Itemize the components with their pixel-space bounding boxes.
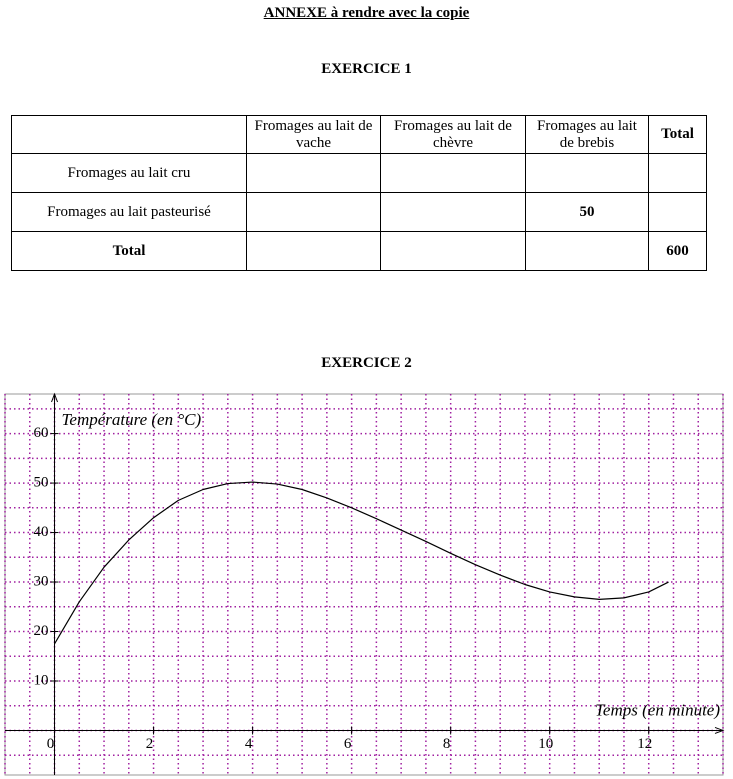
table-cell: Total xyxy=(648,115,707,154)
table-row: Fromages au lait cru xyxy=(11,153,707,193)
x-tick-label: 6 xyxy=(344,736,352,752)
y-tick-label: 60 xyxy=(34,425,49,441)
exercise-title: EXERCICE 1 xyxy=(321,61,412,77)
table-cell: Fromages au lait de vache xyxy=(246,115,381,154)
table-cell xyxy=(648,153,707,193)
table-cell xyxy=(246,153,381,193)
x-tick-label: 12 xyxy=(637,736,652,752)
table-cell: Fromages au lait de chèvre xyxy=(380,115,526,154)
y-axis-title: Température (en °C) xyxy=(62,410,202,429)
table-cell: Total xyxy=(11,231,247,271)
x-tick-label: 8 xyxy=(443,736,451,752)
table-row: Fromages au lait de vache Fromages au lai… xyxy=(11,115,707,154)
x-tick-label: 0 xyxy=(47,736,55,752)
table-row: Fromages au lait pasteurisé 50 xyxy=(11,192,707,232)
y-tick-label: 10 xyxy=(34,672,49,688)
table-cell xyxy=(246,231,381,271)
table-cell: Fromages au lait cru xyxy=(11,153,247,193)
table-row: Total 600 xyxy=(11,231,707,271)
x-tick-label: 2 xyxy=(146,736,154,752)
y-axis-arrow xyxy=(51,392,58,403)
table-cell xyxy=(525,231,649,271)
y-tick-label: 40 xyxy=(34,524,49,540)
x-axis-title: Temps (en minute) xyxy=(595,700,720,719)
x-tick-label: 4 xyxy=(245,736,253,752)
table-cell xyxy=(246,192,381,232)
y-tick-label: 20 xyxy=(34,623,49,639)
curve xyxy=(54,481,669,645)
page-title: ANNEXE à rendre avec la copie xyxy=(263,5,470,21)
exercise-title: EXERCICE 2 xyxy=(321,355,412,371)
table-cell: 600 xyxy=(648,231,707,271)
x-tick-label: 10 xyxy=(538,736,553,752)
table-cell xyxy=(380,231,526,271)
table-cell: Fromages au lait de brebis xyxy=(525,115,649,154)
table-cell: Fromages au lait pasteurisé xyxy=(11,192,247,232)
table: Fromages au lait de vache Fromages au lai… xyxy=(11,115,707,271)
table-cell: 50 xyxy=(525,192,649,232)
y-tick-label: 50 xyxy=(34,475,49,491)
x-axis-arrow xyxy=(714,726,725,734)
y-tick-label: 30 xyxy=(34,573,49,589)
table-cell xyxy=(648,192,707,232)
